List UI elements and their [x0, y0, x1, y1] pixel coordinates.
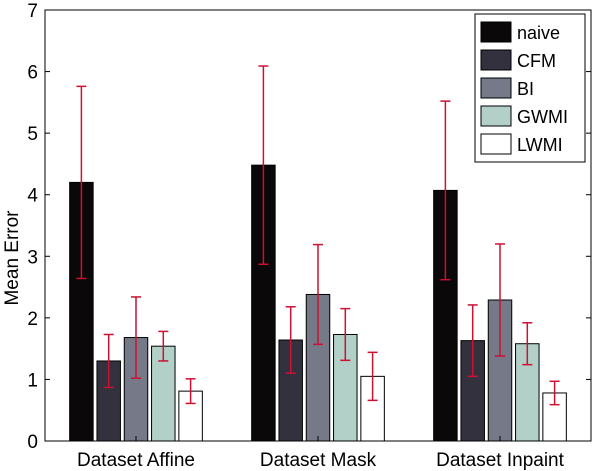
error-bar-gwmi-2	[340, 307, 351, 362]
legend-label: LWMI	[517, 135, 563, 155]
error-bar-lwmi-1	[185, 378, 196, 405]
error-bar-cfm-1	[103, 333, 114, 389]
legend-swatch	[480, 21, 512, 43]
y-tick-label: 1	[27, 370, 38, 391]
x-tick-label: Dataset Inpaint	[436, 450, 565, 471]
legend: naive CFM BI GWMI LWMI	[474, 13, 586, 163]
legend-swatch	[480, 77, 512, 99]
y-axis-label: Mean Error	[2, 210, 23, 306]
legend-item-naive: naive	[480, 21, 560, 43]
error-bar-naive-2	[258, 65, 269, 266]
error-bar-naive-1	[76, 85, 87, 280]
x-axis: Dataset Affine Dataset Mask Dataset Inpain…	[77, 436, 565, 471]
legend-swatch	[480, 133, 512, 155]
error-bar-bi-3	[495, 243, 505, 357]
x-tick-label: Dataset Mask	[260, 450, 377, 471]
y-tick-label: 5	[27, 124, 38, 145]
y-tick-label: 6	[27, 63, 38, 84]
error-bar-gwmi-3	[522, 322, 533, 366]
y-tick-label: 7	[27, 1, 38, 22]
legend-label: BI	[517, 79, 534, 99]
y-tick-label: 3	[27, 247, 38, 268]
error-bars-layer	[76, 65, 560, 406]
error-bar-naive-3	[440, 100, 451, 281]
y-axis: 0 1 2 3 4 5 6 7	[27, 1, 591, 453]
legend-item-gwmi: GWMI	[480, 105, 568, 127]
error-bar-lwmi-3	[549, 380, 560, 406]
legend-label: CFM	[517, 51, 556, 71]
x-tick-label: Dataset Affine	[77, 450, 195, 471]
error-bar-bi-1	[131, 296, 141, 379]
legend-label: GWMI	[517, 107, 568, 127]
y-tick-label: 4	[27, 186, 38, 207]
error-bar-gwmi-1	[158, 330, 169, 362]
legend-label: naive	[517, 23, 560, 43]
error-bar-cfm-2	[285, 306, 296, 375]
legend-item-lwmi: LWMI	[480, 133, 563, 155]
error-bar-bi-2	[313, 243, 323, 346]
legend-item-cfm: CFM	[480, 49, 556, 71]
legend-swatch	[480, 105, 512, 127]
legend-swatch	[480, 49, 512, 71]
error-bar-lwmi-2	[367, 351, 378, 402]
y-tick-label: 0	[27, 432, 38, 453]
legend-item-bi: BI	[480, 77, 534, 99]
error-bar-cfm-3	[467, 304, 478, 378]
y-tick-label: 2	[27, 309, 38, 330]
bars-layer	[69, 164, 567, 442]
